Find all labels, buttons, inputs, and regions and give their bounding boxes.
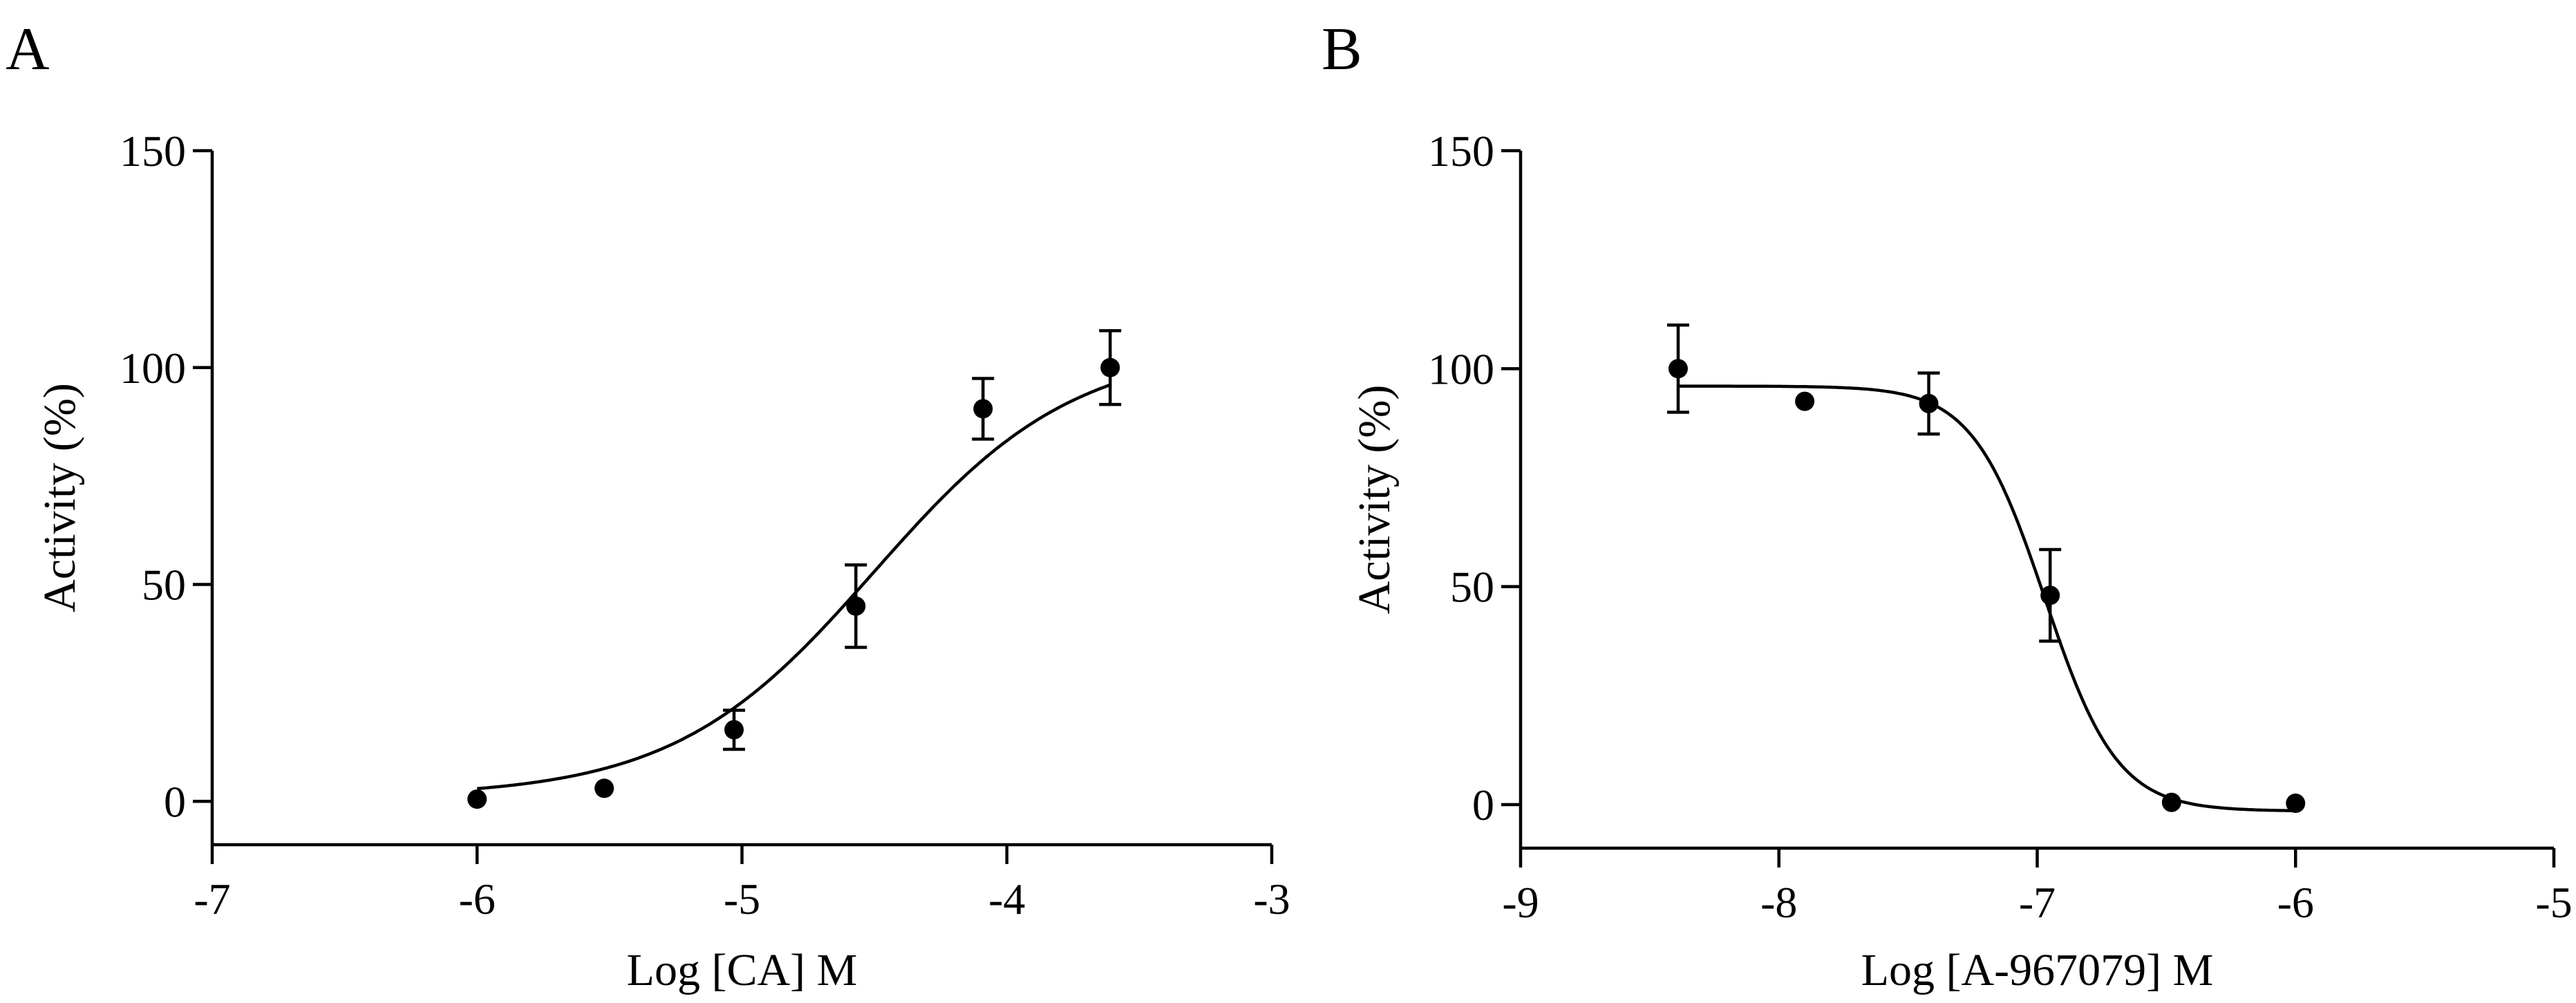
- panel-a-y-tick-label: 0: [164, 777, 186, 826]
- panel-a-x-axis-title: Log [CA] M: [627, 945, 858, 995]
- panel-a-y-tick-label: 150: [120, 126, 186, 176]
- panel-a-y-axis-title: Activity (%): [35, 383, 85, 612]
- panel-a-letter: A: [6, 16, 50, 83]
- panel-a-data-point: [1100, 357, 1120, 377]
- panel-b-data-point: [2286, 794, 2306, 814]
- panel-b-data-point: [1668, 359, 1688, 379]
- panel-b-data-point: [1795, 391, 1815, 411]
- panel-b-data-point: [2161, 792, 2181, 812]
- panel-b-x-tick-label: -5: [2535, 878, 2572, 927]
- panel-a-y-tick-label: 100: [120, 344, 186, 393]
- panel-b-x-axis-title: Log [A-967079] M: [1861, 945, 2214, 995]
- panel-a-x-tick-label: -7: [194, 874, 230, 924]
- panel-b-x-tick-label: -6: [2277, 878, 2314, 927]
- panel-b-x-tick-label: -7: [2019, 878, 2056, 927]
- panel-a-x-tick-label: -4: [988, 874, 1025, 924]
- panel-b-y-tick-label: 50: [1450, 563, 1494, 612]
- panel-a-fit-curve: [477, 383, 1111, 791]
- panel-b-x-tick-label: -8: [1760, 878, 1797, 927]
- panel-b-y-tick-label: 150: [1428, 126, 1494, 176]
- panel-a-data-point: [846, 596, 866, 616]
- panel-b-y-tick-label: 100: [1428, 344, 1494, 393]
- panel-a-y-tick-label: 50: [142, 561, 186, 610]
- panel-b-data-point: [1919, 393, 1939, 413]
- panel-b: B 0 50 100 150 -9 -8 -7 -6 -5 Log [A-967079] M Act…: [1322, 16, 2573, 995]
- panel-a-x-tick-label: -3: [1253, 874, 1290, 924]
- panel-b-x-tick-label: -9: [1502, 878, 1539, 927]
- panel-b-y-axis-title: Activity (%): [1349, 385, 1400, 615]
- panel-a-data-point: [467, 789, 487, 809]
- panel-a-data-point: [594, 778, 614, 798]
- panel-a: A 0 50 100 150 -7 -6 -5 -4 -3 Log [CA] M Activity …: [6, 16, 1290, 995]
- panel-a-data-point: [724, 720, 744, 740]
- panel-b-y-tick-label: 0: [1472, 780, 1494, 829]
- panel-b-letter: B: [1322, 16, 1362, 83]
- panel-a-data-point: [973, 399, 993, 419]
- panel-b-data-point: [2040, 585, 2060, 606]
- panel-a-x-tick-label: -6: [459, 874, 496, 924]
- panel-b-fit-curve: [1678, 384, 2296, 813]
- panel-a-x-tick-label: -5: [724, 874, 760, 924]
